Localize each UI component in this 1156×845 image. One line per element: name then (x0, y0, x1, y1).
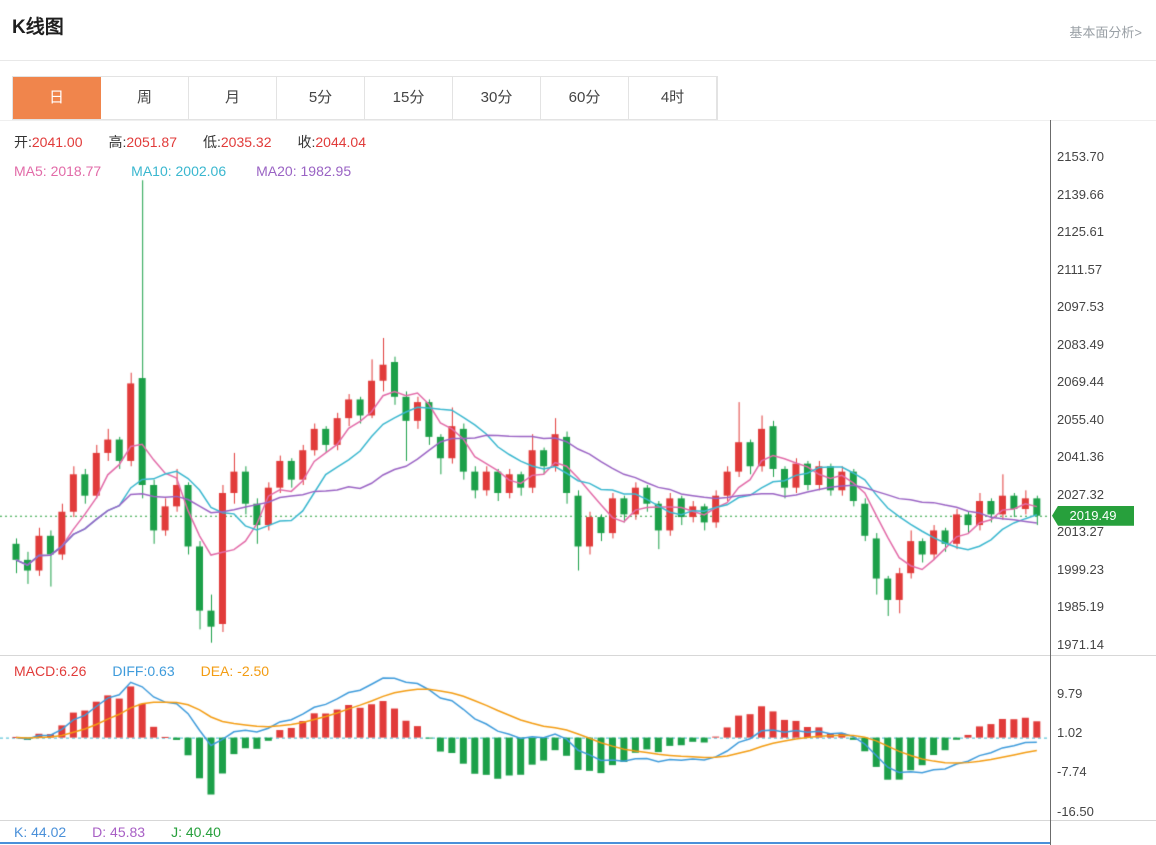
ohlc-low-value: 2035.32 (220, 134, 272, 150)
ohlc-legend: 开:2041.00 高:2051.87 低:2035.32 收:2044.04 (14, 132, 366, 152)
macd-value-legend: MACD:6.26 (14, 663, 87, 679)
price-axis-tick: 2153.70 (1057, 149, 1104, 164)
macd-kdj-separator (0, 820, 1156, 821)
macd-legend: MACD:6.26 DIFF:0.63 DEA: -2.50 (14, 663, 269, 679)
main-macd-separator (0, 655, 1156, 656)
ohlc-close-value: 2044.04 (315, 134, 366, 150)
ohlc-high: 高:2051.87 (108, 134, 178, 150)
tab-daily[interactable]: 日 (13, 77, 101, 119)
tab-weekly[interactable]: 周 (101, 77, 189, 119)
header-divider (0, 60, 1156, 61)
tab-15min[interactable]: 15分 (365, 77, 453, 119)
ohlc-open: 开:2041.00 (14, 134, 83, 150)
ma10-legend: MA10: 2002.06 (131, 163, 227, 179)
kdj-d-legend: D: 45.83 (92, 824, 146, 840)
price-axis-tick: 1971.14 (1057, 637, 1104, 652)
diff-value-legend: DIFF:0.63 (112, 663, 175, 679)
price-axis-tick: 2083.49 (1057, 336, 1104, 352)
candlestick-chart-canvas[interactable] (0, 120, 1050, 845)
price-axis-tick: 2069.44 (1057, 374, 1104, 390)
price-axis-tick: 2139.66 (1057, 186, 1104, 202)
ohlc-low: 低:2035.32 (203, 134, 272, 150)
price-axis-tick: 2097.53 (1057, 299, 1104, 315)
tab-5min[interactable]: 5分 (277, 77, 365, 119)
ohlc-high-value: 2051.87 (126, 134, 177, 150)
tab-30min[interactable]: 30分 (453, 77, 541, 119)
kdj-k-legend: K: 44.02 (14, 824, 67, 840)
price-axis-tick: 1999.23 (1057, 561, 1104, 577)
price-axis-tick: 2027.32 (1057, 486, 1104, 502)
macd-axis-tick: -16.50 (1057, 803, 1094, 819)
tab-60min[interactable]: 60分 (541, 77, 629, 119)
ma5-legend: MA5: 2018.77 (14, 163, 102, 179)
kdj-legend: K: 44.02 D: 45.83 J: 40.40 (14, 824, 221, 840)
ohlc-close: 收:2044.04 (297, 134, 367, 150)
macd-axis-tick: -7.74 (1057, 764, 1087, 780)
price-axis-tick: 2111.57 (1057, 261, 1103, 277)
macd-axis-tick: 9.79 (1057, 685, 1083, 701)
axis-vertical-line (1050, 120, 1051, 845)
page-title: K线图 (12, 17, 64, 38)
ma-legend: MA5: 2018.77 MA10: 2002.06 MA20: 1982.95 (14, 163, 351, 179)
price-axis-tick: 1985.19 (1057, 599, 1104, 615)
price-axis-tick: 2055.40 (1057, 411, 1104, 427)
kdj-j-legend: J: 40.40 (171, 824, 221, 840)
tab-4hour[interactable]: 4时 (629, 77, 717, 119)
ohlc-open-value: 2041.00 (31, 134, 83, 150)
tab-monthly[interactable]: 月 (189, 77, 277, 119)
macd-axis-tick: 1.02 (1057, 725, 1083, 741)
price-axis-tick: 2013.27 (1057, 524, 1104, 540)
fundamental-analysis-link[interactable]: 基本面分析> (1069, 25, 1142, 40)
current-price-badge: 2019.49 (1052, 505, 1134, 526)
kdj-k-line (0, 842, 1050, 844)
price-axis-tick: 2041.36 (1057, 449, 1104, 465)
price-axis-tick: 2125.61 (1057, 224, 1104, 240)
dea-value-legend: DEA: -2.50 (200, 663, 270, 679)
ma20-legend: MA20: 1982.95 (256, 163, 352, 179)
timeframe-tabs: 日 周 月 5分 15分 30分 60分 4时 (12, 76, 718, 120)
